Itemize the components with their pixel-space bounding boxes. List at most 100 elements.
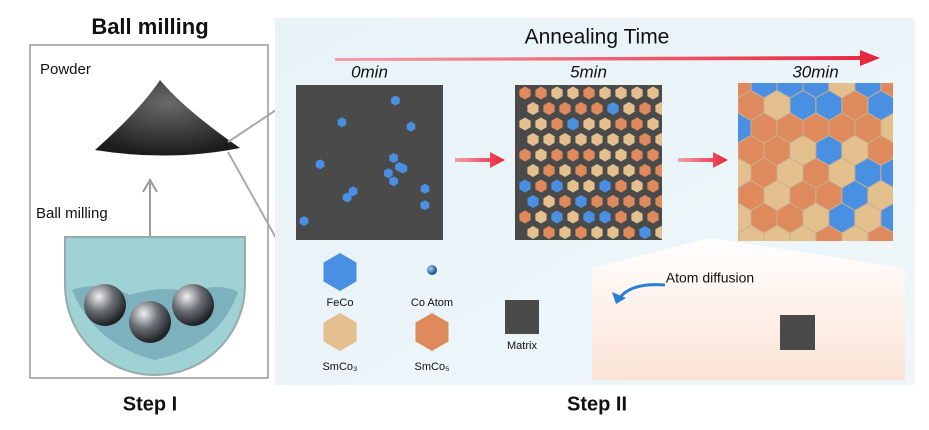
grains (738, 83, 893, 241)
hexagon (647, 117, 659, 131)
hexagon (543, 133, 555, 146)
hexagon (527, 195, 539, 208)
hexagon (543, 102, 555, 115)
hexagon (591, 102, 603, 115)
hexagon (575, 164, 587, 177)
legend-label: FeCo (327, 297, 354, 309)
inset-box (592, 238, 905, 380)
inset-label: Atom diffusion (666, 270, 754, 286)
time-arrow (335, 50, 880, 66)
hexagon (607, 226, 619, 239)
hexagon (631, 148, 643, 162)
up-arrow-head (142, 178, 158, 193)
hexagon (599, 86, 611, 100)
zoom-line (227, 109, 277, 143)
hexagon (639, 195, 651, 208)
hexagon (527, 133, 539, 146)
ball (84, 284, 126, 326)
hexagon (631, 117, 643, 131)
hexagon (599, 117, 611, 131)
hexagon (527, 226, 539, 239)
hexagon (639, 133, 651, 146)
hexagon (575, 226, 587, 239)
hexagon (647, 210, 659, 224)
hexagon (391, 95, 400, 106)
hexagon (406, 121, 416, 132)
hexagon (583, 148, 595, 162)
hexagon (551, 179, 563, 193)
hexagon (599, 210, 611, 224)
hexagon (535, 210, 547, 224)
legend-smco5 (415, 313, 449, 351)
hexagon (567, 117, 579, 131)
legend-label: Co Atom (411, 297, 453, 309)
hexagon (348, 186, 358, 197)
hexagon (623, 133, 635, 146)
hexagon (607, 102, 619, 115)
stage-panel (296, 85, 443, 240)
hexagon (551, 117, 563, 131)
hexagon (527, 102, 539, 115)
hexagon (607, 133, 619, 146)
hexagon (535, 117, 547, 131)
hexagon (551, 210, 563, 224)
hexagon (599, 148, 611, 162)
inset-matrix (780, 315, 815, 350)
hexagon (599, 179, 611, 193)
hexagon (583, 117, 595, 131)
hexagon (567, 179, 579, 193)
hexagon (398, 163, 408, 174)
hexagon (639, 226, 651, 239)
hexagon (559, 102, 571, 115)
hexagon (623, 102, 635, 115)
hexagon (299, 216, 309, 226)
hexagon (551, 148, 563, 162)
hexagon (575, 195, 587, 208)
hexagon (655, 226, 662, 239)
hexagon (519, 148, 531, 162)
diffusion-arrow-head (612, 292, 626, 304)
hexagon (567, 86, 579, 100)
hexagon (615, 179, 627, 193)
ball (129, 301, 171, 343)
stage-arrow (455, 152, 505, 168)
hexagon (519, 86, 531, 100)
hexagon (655, 164, 662, 177)
hexagon (623, 164, 635, 177)
step-label: Step II (567, 393, 627, 415)
legend-label: Matrix (507, 340, 537, 352)
milling-label: Ball milling (36, 205, 108, 222)
hexagon (880, 202, 893, 234)
hexagon (615, 210, 627, 224)
hexagon (615, 148, 627, 162)
hexagon (647, 86, 659, 100)
hexagon (535, 86, 547, 100)
hexagon (591, 195, 603, 208)
hexagon (591, 133, 603, 146)
hexagon (583, 86, 595, 100)
hexagon (535, 148, 547, 162)
hexagon (591, 164, 603, 177)
hexagon (527, 164, 539, 177)
zoom-line (227, 151, 277, 239)
hexagon (384, 168, 393, 179)
hexagon (615, 117, 627, 131)
legend-feco (323, 253, 357, 291)
hexagon (623, 226, 635, 239)
hexagon (880, 157, 893, 189)
hexagon (631, 210, 643, 224)
powder-pile (95, 80, 240, 156)
hexagon (607, 164, 619, 177)
hexagon (631, 86, 643, 100)
legend-co-atom (427, 265, 437, 275)
hexagon (655, 195, 662, 208)
axis-label: Annealing Time (525, 26, 670, 49)
hexagon (639, 102, 651, 115)
hexagon (389, 176, 398, 187)
stage-label: 5min (570, 62, 607, 81)
powder-label: Powder (40, 61, 91, 78)
stage-label: 0min (351, 62, 388, 81)
hexagon (867, 224, 893, 241)
hexagon (519, 117, 531, 131)
hexagon (543, 226, 555, 239)
